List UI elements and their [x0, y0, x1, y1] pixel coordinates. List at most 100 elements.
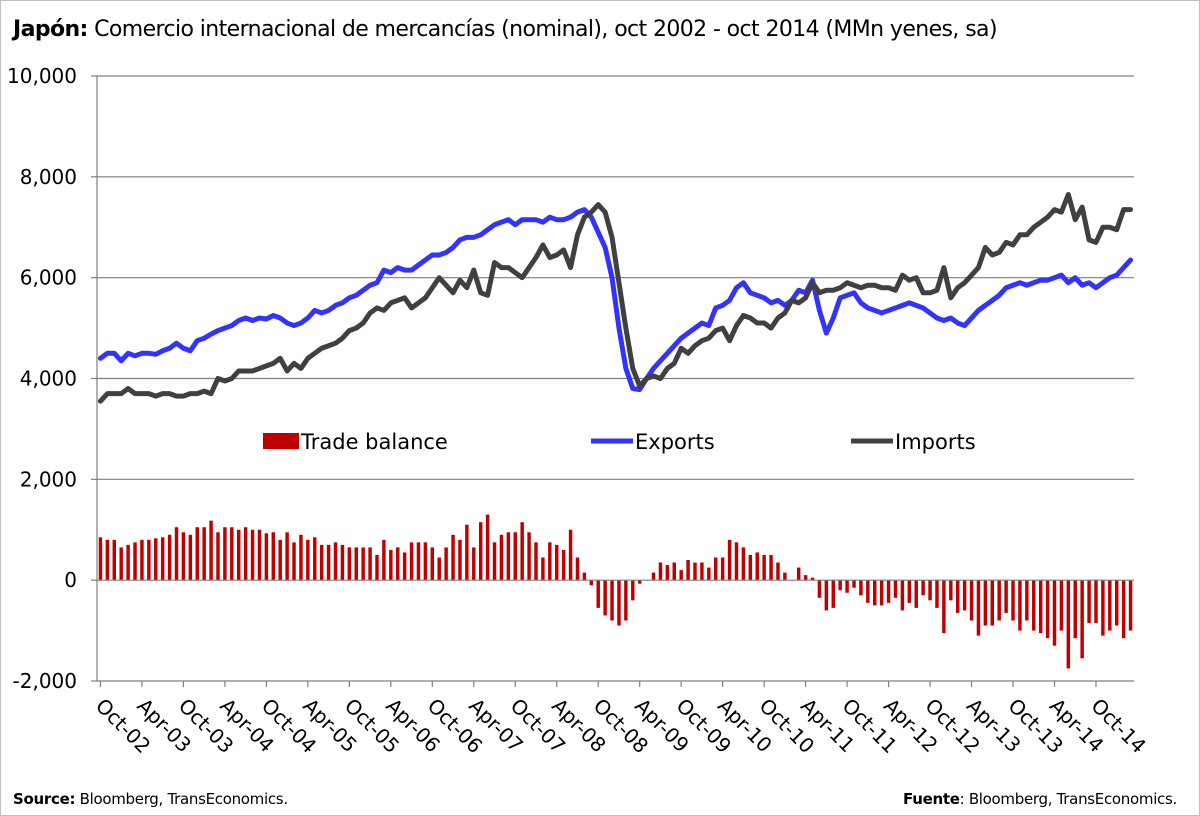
trade-balance-bar [873, 580, 877, 606]
trade-balance-bar [624, 580, 628, 621]
chart-title-country: Japón: [13, 17, 88, 42]
trade-balance-bar [824, 580, 829, 611]
trade-balance-bar [375, 554, 379, 581]
trade-balance-bar [485, 514, 490, 581]
trade-balance-bar [1087, 580, 1091, 624]
trade-balance-bar [306, 539, 310, 581]
y-tick-label: 8,000 [20, 165, 77, 189]
trade-balance-bar [354, 547, 358, 581]
trade-balance-bar [582, 572, 587, 581]
trade-balance-bar [727, 539, 732, 581]
trade-balance-bar [534, 542, 538, 581]
trade-balance-bar [810, 577, 815, 581]
trade-balance-bar [326, 544, 331, 581]
trade-balance-bar [98, 537, 103, 581]
trade-balance-bar [237, 529, 241, 581]
trade-balance-bar [105, 539, 110, 581]
trade-balance-bar [188, 534, 193, 581]
trade-balance-bar [568, 529, 573, 581]
trade-balance-bar [478, 522, 483, 581]
trade-balance-bar [741, 547, 746, 581]
trade-balance-bar [990, 580, 995, 626]
trade-balance-bar [907, 580, 912, 603]
trade-balance-bar [1101, 580, 1105, 636]
trade-balance-bar [575, 557, 580, 581]
trade-balance-bar [1025, 580, 1029, 621]
trade-balance-bar [845, 580, 849, 593]
imports-line [97, 191, 1134, 404]
y-tick-label: 4,000 [20, 367, 77, 391]
trade-balance-bar [852, 580, 856, 588]
trade-balance-bar [174, 527, 179, 581]
trade-balance-bar [154, 538, 158, 581]
legend-imports: Imports [851, 430, 976, 454]
trade-balance-bar [803, 575, 808, 581]
trade-balance-bar [983, 580, 988, 626]
trade-balance-bar [409, 542, 414, 581]
legend-swatch-bar [263, 433, 299, 449]
trade-balance-bar [257, 529, 262, 581]
trade-balance-bar [423, 542, 428, 581]
source-note: Source: Bloomberg, TransEconomics. [13, 790, 288, 808]
trade-balance-bar [955, 580, 960, 613]
trade-balance-bar [181, 532, 186, 581]
trade-balance-bar [949, 580, 953, 601]
trade-balance-bar [416, 542, 421, 581]
trade-balance-bar [693, 562, 697, 581]
trade-balance-bar [147, 539, 151, 581]
trade-balance-bar [278, 539, 282, 581]
trade-balance-bar [513, 532, 517, 581]
trade-balance-bar [769, 554, 773, 581]
trade-balance-bar [444, 547, 448, 581]
y-tick-label: 0 [64, 568, 77, 592]
trade-balance-bar [1038, 580, 1043, 634]
legend-label: Exports [635, 430, 715, 454]
trade-balance-bar [1073, 580, 1077, 639]
trade-balance-bar [333, 542, 338, 581]
trade-balance-bar [216, 532, 220, 581]
trade-balance-bar [472, 547, 476, 581]
trade-balance-bar [167, 534, 172, 581]
trade-balance-bar [762, 554, 766, 581]
trade-balance-bar [1011, 580, 1015, 621]
trade-balance-bar [285, 532, 289, 581]
trade-balance-bar [1108, 580, 1112, 631]
trade-balance-bar [271, 532, 276, 581]
trade-balance-bar [720, 557, 725, 581]
trade-balance-bar [748, 554, 753, 581]
fuente-note: Fuente: Bloomberg, TransEconomics. [903, 790, 1177, 808]
trade-balance-bar [900, 580, 905, 611]
trade-balance-bar [658, 562, 663, 581]
grid-layer [97, 75, 1134, 682]
trade-balance-bar [603, 580, 607, 616]
trade-balance-bar [527, 532, 531, 581]
trade-balance-bar [707, 567, 711, 581]
trade-balance-bar [299, 534, 303, 581]
trade-balance-bar [1018, 580, 1022, 631]
legend: Trade balance Exports Imports [263, 430, 976, 454]
y-tick-label: 6,000 [20, 266, 77, 290]
trade-balance-bar [396, 547, 400, 581]
trade-balance-bars [98, 514, 1133, 669]
trade-balance-bar [319, 544, 324, 581]
trade-balance-bar [140, 539, 144, 581]
trade-balance-bar [347, 547, 352, 581]
trade-balance-bar [368, 547, 372, 581]
trade-balance-bar [921, 580, 925, 596]
trade-balance-bar [561, 549, 566, 581]
trade-balance-bar [112, 539, 117, 581]
legend-label: Imports [895, 430, 976, 454]
trade-balance-bar [637, 580, 642, 584]
trade-balance-bar [1052, 580, 1057, 646]
trade-balance-bar [520, 522, 524, 581]
trade-balance-bar [817, 580, 822, 598]
legend-label: Trade balance [300, 430, 448, 454]
trade-balance-bar [264, 533, 269, 581]
trade-balance-bar [679, 570, 683, 581]
legend-trade-balance: Trade balance [263, 430, 448, 454]
trade-balance-bar [437, 557, 441, 581]
trade-balance-bar [776, 562, 780, 581]
trade-balance-bar [976, 580, 981, 636]
chart-title-description: Comercio internacional de mercancías (no… [87, 17, 997, 42]
